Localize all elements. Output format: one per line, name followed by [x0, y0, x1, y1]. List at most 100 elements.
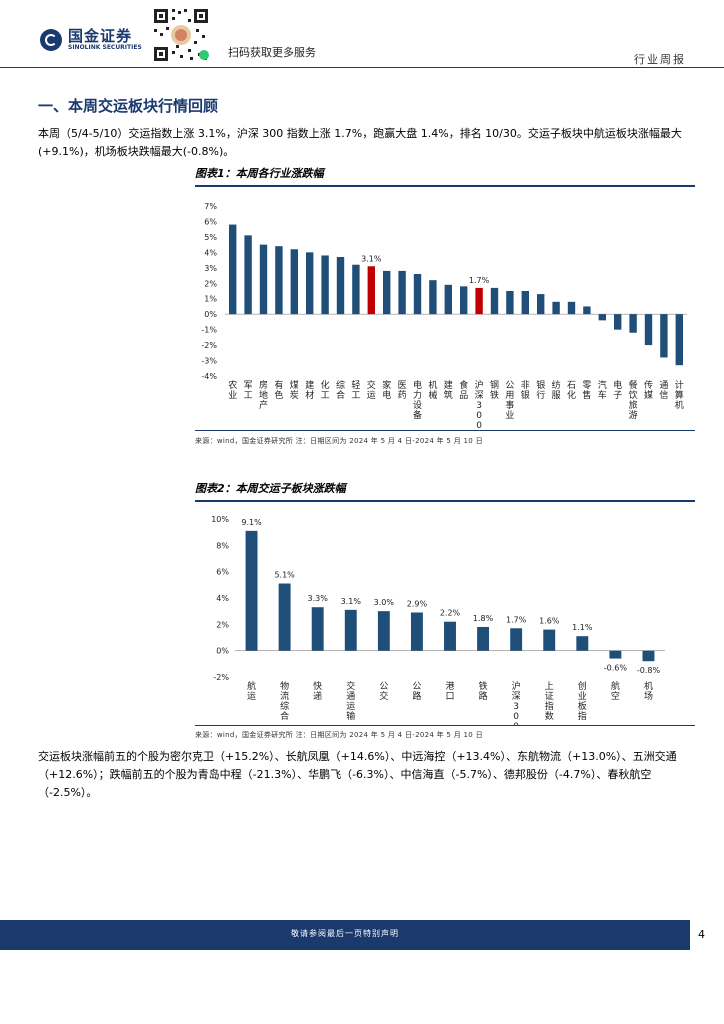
data-label: 1.7% — [469, 276, 490, 285]
bar — [521, 291, 529, 315]
category-label: 化工 — [321, 379, 330, 401]
bar — [383, 270, 391, 315]
data-label: 1.8% — [473, 614, 494, 623]
y-tick-label: -3% — [201, 357, 217, 366]
figure1-source: 来源：wind，国金证券研究所 注：日期区间为 2024 年 5 月 4 日-2… — [195, 437, 483, 445]
bar — [660, 314, 668, 358]
category-label: 物流综合 — [280, 680, 289, 722]
category-label: 公用事业 — [505, 380, 514, 421]
industry-change-chart: 7%6%5%4%3%2%1%0%-1%-2%-3%-4%农业军工房地产有色煤炭建… — [201, 202, 687, 430]
data-label: 9.1% — [241, 518, 262, 527]
header-divider — [0, 67, 724, 68]
figure2-title: 图表2：本周交运子板块涨跌幅 — [195, 482, 346, 495]
data-label: -0.6% — [604, 664, 628, 673]
bar — [377, 611, 390, 651]
y-tick-label: 6% — [204, 217, 217, 226]
category-label: 计算机 — [675, 379, 684, 411]
category-label: 航空 — [611, 680, 620, 702]
category-label: 上证指数 — [545, 681, 554, 722]
bar — [311, 607, 324, 651]
data-label: 1.7% — [506, 615, 527, 624]
category-label: 钢铁 — [490, 379, 499, 401]
category-label: 交运 — [367, 379, 376, 401]
bar — [675, 314, 683, 366]
figure2-source: 来源：wind，国金证券研究所 注：日期区间为 2024 年 5 月 4 日-2… — [195, 731, 483, 739]
category-label: 通信 — [659, 380, 668, 401]
bar — [583, 306, 591, 315]
y-tick-label: -2% — [213, 673, 229, 682]
bar — [609, 650, 622, 659]
footer-disclaimer: 敬请参阅最后一页特别声明 — [291, 929, 399, 938]
category-label: 机场 — [644, 680, 653, 702]
data-label: 5.1% — [274, 571, 295, 580]
category-label: 轻工 — [351, 379, 360, 401]
y-tick-label: 7% — [204, 202, 217, 211]
category-label: 煤炭 — [290, 379, 299, 401]
category-label: 电子 — [613, 379, 622, 401]
bar — [344, 609, 357, 651]
bar — [306, 252, 314, 315]
y-tick-label: -2% — [201, 341, 217, 350]
section-title: 一、本周交运板块行情回顾 — [38, 97, 219, 115]
y-tick-label: -1% — [201, 326, 217, 335]
category-label: 石化 — [567, 381, 576, 401]
y-tick-label: -4% — [201, 372, 217, 381]
bar — [290, 249, 298, 315]
qr-code-icon[interactable] — [150, 5, 212, 65]
page-number: 4 — [698, 928, 705, 941]
y-tick-label: 0% — [204, 310, 217, 319]
data-label: 2.9% — [407, 599, 428, 608]
category-label: 建筑 — [444, 379, 453, 401]
bar — [644, 314, 653, 346]
data-label: -0.8% — [637, 666, 661, 675]
category-label: 公路 — [412, 681, 421, 702]
category-label: 军工 — [244, 380, 253, 401]
bar — [506, 291, 514, 315]
bar — [490, 287, 499, 315]
category-label: 航运 — [247, 680, 256, 702]
bar — [275, 246, 283, 315]
category-label: 非银 — [521, 379, 530, 401]
y-tick-label: 5% — [204, 233, 217, 242]
category-label: 银行 — [536, 379, 545, 401]
bar — [537, 294, 545, 315]
data-label: 2.2% — [440, 609, 461, 618]
bar — [477, 626, 490, 651]
y-tick-label: 2% — [204, 279, 217, 288]
category-label: 传媒 — [644, 379, 653, 401]
category-label: 交通运输 — [346, 680, 355, 722]
bar — [510, 628, 523, 651]
category-label: 食品 — [459, 379, 468, 401]
transport-subsector-chart: 10% 8% 6% 4% 2% 0% -2% 9.1% 航运 5.1% 物流综合 3.3% 快递 3.1%… — [211, 515, 665, 725]
bar — [413, 274, 422, 315]
bar — [244, 235, 252, 315]
y-tick-label: 2% — [216, 620, 229, 629]
category-label: 电力设备 — [413, 379, 422, 421]
bar — [598, 314, 606, 321]
bar — [367, 266, 375, 315]
category-label: 快递 — [313, 680, 322, 702]
category-label: 铁路 — [479, 680, 488, 702]
category-label: 汽车 — [598, 379, 607, 401]
logo-icon — [40, 29, 62, 51]
y-tick-label: 8% — [216, 541, 229, 550]
category-label: 餐饮旅游 — [629, 379, 638, 421]
data-label: 3.1% — [361, 254, 382, 263]
data-label: 3.1% — [341, 597, 362, 606]
bar — [444, 621, 456, 651]
bar — [352, 264, 360, 315]
bar — [321, 255, 329, 315]
category-label: 公交 — [379, 681, 388, 702]
bar — [576, 636, 589, 651]
bar — [543, 629, 556, 651]
category-label: 零售 — [582, 380, 591, 401]
data-label: 3.0% — [374, 598, 395, 607]
category-label: 综合 — [336, 379, 345, 401]
figure1-bottom-rule — [195, 430, 695, 431]
y-tick-label: 0% — [216, 647, 229, 656]
scan-caption: 扫码获取更多服务 — [228, 46, 316, 59]
bar — [336, 257, 345, 315]
bar — [642, 650, 655, 662]
